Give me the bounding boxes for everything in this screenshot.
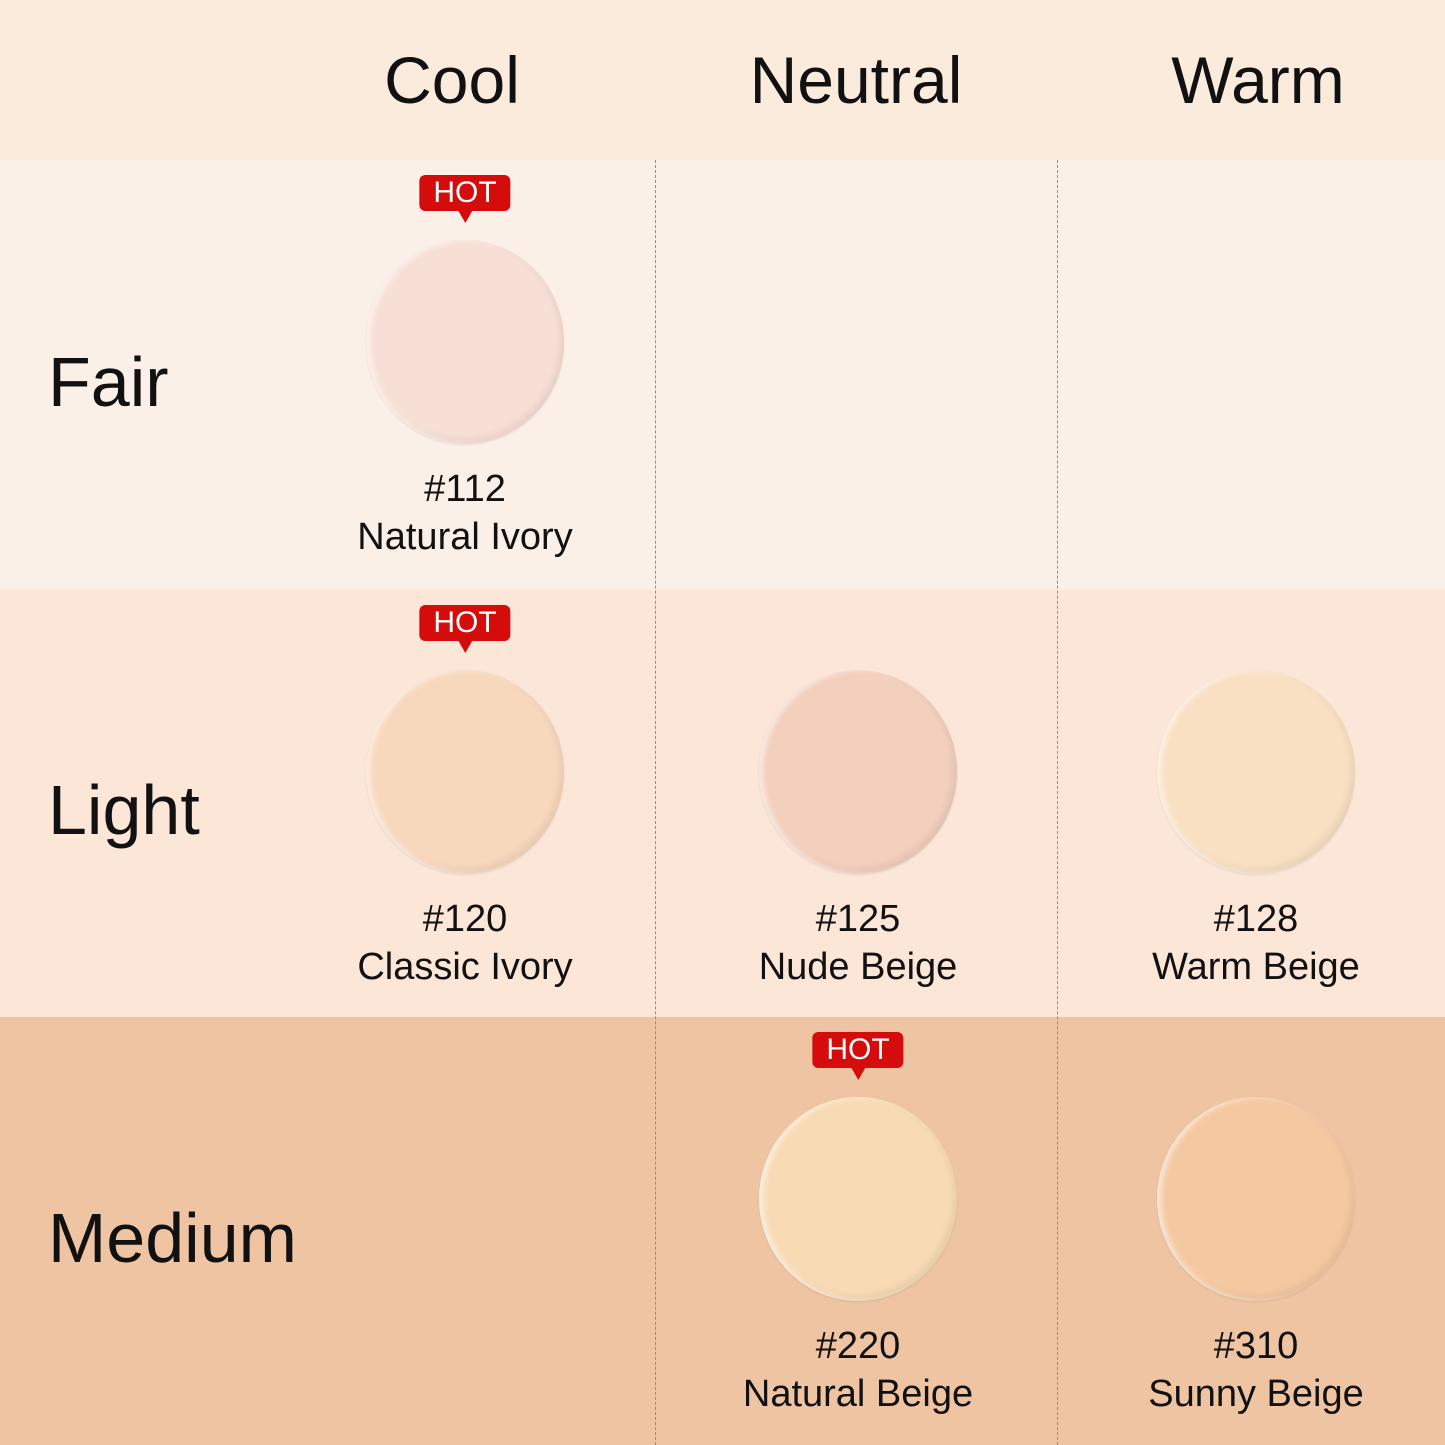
shade-cell: #125 Nude Beige <box>658 590 1058 1018</box>
hot-badge: HOT <box>419 605 511 653</box>
column-header-neutral: Neutral <box>749 43 963 117</box>
shade-name: Nude Beige <box>758 946 958 988</box>
column-header-cool: Cool <box>384 43 520 117</box>
shade-code: #120 <box>422 898 508 940</box>
shade-cell: HOT #120 Classic Ivory <box>265 590 665 1018</box>
row-fair <box>0 160 1445 590</box>
shade-name: Classic Ivory <box>357 946 573 988</box>
shade-cell: HOT #112 Natural Ivory <box>265 160 665 588</box>
column-divider <box>1057 160 1058 1445</box>
shade-swatch <box>366 670 564 874</box>
row-label-light: Light <box>48 771 200 849</box>
shade-code: #112 <box>424 468 506 510</box>
shade-name: Warm Beige <box>1152 946 1360 988</box>
shade-name: Sunny Beige <box>1148 1373 1364 1415</box>
shade-swatch <box>759 670 957 874</box>
column-divider <box>655 160 656 1445</box>
shade-swatch <box>1157 670 1355 874</box>
shade-cell: #128 Warm Beige <box>1056 590 1445 1018</box>
shade-code: #125 <box>815 898 901 940</box>
hot-badge: HOT <box>812 1032 904 1080</box>
shade-code: #220 <box>815 1325 901 1367</box>
row-label-fair: Fair <box>48 343 169 421</box>
shade-swatch <box>759 1097 957 1301</box>
shade-code: #310 <box>1213 1325 1299 1367</box>
shade-code: #128 <box>1213 898 1299 940</box>
shade-swatch <box>366 240 564 444</box>
shade-name: Natural Ivory <box>357 516 573 558</box>
column-header-warm: Warm <box>1171 43 1345 117</box>
hot-badge: HOT <box>419 175 511 223</box>
shade-name: Natural Beige <box>742 1373 974 1415</box>
shade-swatch <box>1157 1097 1355 1301</box>
shade-cell: #310 Sunny Beige <box>1056 1017 1445 1445</box>
header-band <box>0 0 1445 160</box>
row-label-medium: Medium <box>48 1199 297 1277</box>
shade-cell: HOT #220 Natural Beige <box>658 1017 1058 1445</box>
